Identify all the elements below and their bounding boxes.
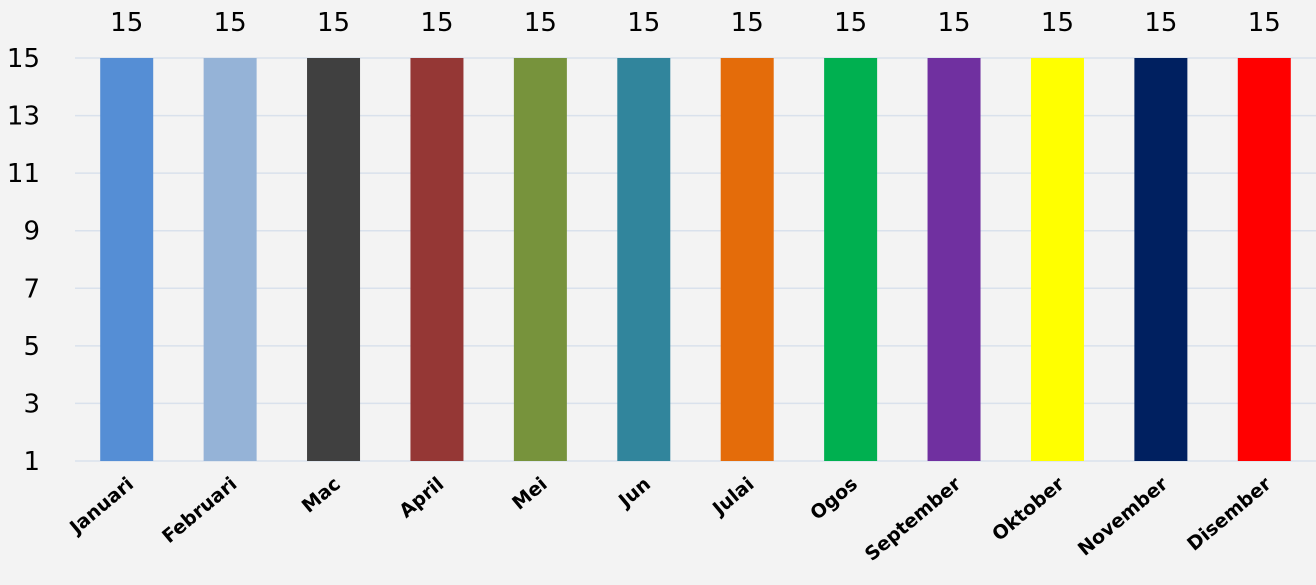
data-label: 15: [731, 8, 764, 38]
bar: [100, 58, 154, 461]
category-label: Jun: [613, 473, 655, 513]
category-label: Januari: [64, 473, 138, 540]
category-label: Disember: [1183, 473, 1276, 556]
data-label: 15: [1248, 8, 1281, 38]
category-label: November: [1074, 473, 1173, 561]
x-axis-category-labels: Januari Februari Mac April Mei Jun Julai Ogos Se…: [64, 473, 1276, 566]
category-label: Mei: [508, 473, 551, 514]
data-label: 15: [524, 8, 557, 38]
y-tick-label: 1: [23, 447, 40, 477]
data-labels: 15 15 15 15 15 15 15 15 15 15 15 15: [110, 8, 1281, 38]
y-tick-label: 3: [23, 389, 40, 419]
data-label: 15: [1041, 8, 1074, 38]
bar: [617, 58, 671, 461]
bar: [927, 58, 981, 461]
bar: [410, 58, 464, 461]
data-label: 15: [627, 8, 660, 38]
data-label: 15: [110, 8, 143, 38]
bar: [824, 58, 878, 461]
bar: [1030, 58, 1084, 461]
bar: [720, 58, 774, 461]
data-label: 15: [420, 8, 453, 38]
category-label: April: [395, 473, 448, 522]
data-label: 15: [937, 8, 970, 38]
category-label: Ogos: [806, 473, 862, 525]
data-label: 15: [834, 8, 867, 38]
data-label: 15: [214, 8, 247, 38]
y-tick-label: 15: [7, 44, 40, 74]
bar: [513, 58, 567, 461]
bar: [1237, 58, 1291, 461]
data-label: 15: [1144, 8, 1177, 38]
bar: [1134, 58, 1188, 461]
bars: [100, 58, 1291, 461]
bar: [203, 58, 257, 461]
category-label: Julai: [707, 473, 758, 521]
gridlines: [75, 57, 1316, 462]
y-tick-label: 13: [7, 102, 40, 132]
category-label: Mac: [298, 473, 345, 517]
y-tick-label: 11: [7, 159, 40, 189]
y-tick-label: 9: [23, 217, 40, 247]
y-tick-label: 5: [23, 332, 40, 362]
category-label: September: [861, 473, 966, 566]
data-label: 15: [317, 8, 350, 38]
y-tick-label: 7: [23, 274, 40, 304]
category-label: Februari: [158, 473, 241, 548]
bar: [307, 58, 361, 461]
category-label: Oktober: [988, 473, 1069, 546]
